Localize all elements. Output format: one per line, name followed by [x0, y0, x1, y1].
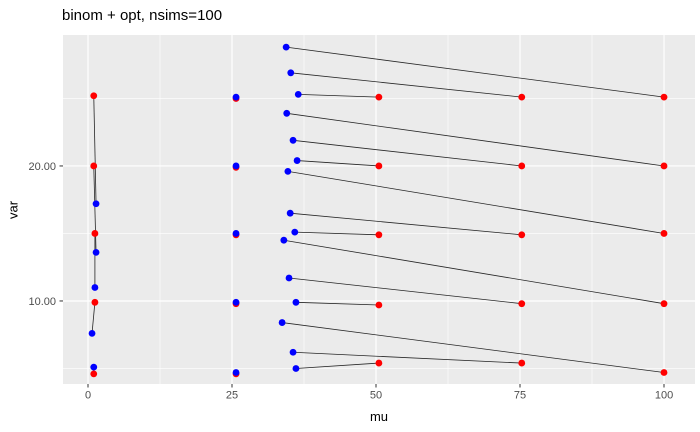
data-point-red-points — [90, 92, 98, 100]
data-point-blue-points — [292, 365, 300, 372]
data-point-blue-points — [92, 200, 100, 208]
connector-line — [290, 212, 522, 236]
data-point-red-points — [518, 359, 526, 367]
x-tick-label: 0 — [85, 390, 91, 402]
x-tick-label: 50 — [370, 390, 382, 402]
data-point-blue-points — [293, 157, 301, 164]
data-point-red-points — [660, 300, 668, 308]
data-point-blue-points — [91, 284, 99, 291]
data-point-blue-points — [289, 136, 297, 144]
data-point-red-points — [518, 231, 526, 239]
connector-line — [93, 95, 97, 204]
data-point-red-points — [660, 93, 668, 101]
data-point-red-points — [91, 298, 99, 306]
data-point-blue-points — [280, 236, 288, 244]
y-axis-title: var — [5, 200, 21, 220]
data-point-red-points — [375, 301, 383, 309]
connector-line — [295, 362, 379, 369]
data-point-blue-points — [289, 348, 297, 356]
y-tick-label: 20.00 — [28, 161, 56, 173]
data-point-red-points — [375, 231, 383, 239]
data-point-blue-points — [88, 329, 96, 337]
chart-title: binom + opt, nsims=100 — [62, 7, 223, 24]
data-point-red-points — [660, 369, 668, 376]
connector-line — [286, 46, 665, 98]
data-point-blue-points — [232, 230, 240, 237]
data-point-blue-points — [232, 93, 240, 101]
data-point-red-points — [90, 370, 98, 378]
connector-line — [282, 322, 665, 373]
connector-line — [91, 302, 96, 334]
connector-line — [287, 170, 665, 234]
x-tick-label: 25 — [226, 390, 238, 402]
connector-line — [293, 351, 522, 364]
x-tick-label: 75 — [514, 390, 526, 402]
x-axis-title: mu — [369, 409, 389, 424]
data-point-red-points — [518, 93, 526, 101]
connector-line — [290, 72, 522, 98]
connector-line — [294, 231, 379, 236]
data-point-blue-points — [294, 91, 302, 98]
connector-line — [297, 160, 379, 167]
data-point-blue-points — [284, 167, 292, 175]
data-point-blue-points — [285, 274, 293, 282]
data-point-red-points — [375, 162, 383, 170]
connector-line — [295, 301, 379, 306]
plot-panel — [63, 35, 695, 384]
x-tick-label: 100 — [655, 390, 673, 402]
data-point-blue-points — [286, 209, 294, 217]
data-point-blue-points — [292, 298, 300, 306]
connector-line — [286, 112, 665, 167]
connector-line — [93, 165, 97, 253]
connector-line — [283, 239, 665, 305]
connector-line — [288, 277, 522, 305]
data-point-red-points — [375, 359, 383, 367]
data-point-red-points — [518, 162, 526, 170]
data-point-red-points — [375, 93, 383, 101]
connector-line — [298, 94, 379, 98]
data-point-blue-points — [283, 109, 291, 117]
data-point-blue-points — [278, 319, 286, 326]
data-point-blue-points — [90, 363, 98, 371]
data-point-red-points — [90, 162, 98, 170]
data-point-red-points — [518, 300, 526, 308]
y-tick-label: 10.00 — [28, 296, 56, 308]
data-point-red-points — [660, 230, 668, 237]
data-point-red-points — [660, 162, 668, 170]
data-point-red-points — [91, 230, 99, 237]
data-point-blue-points — [232, 162, 240, 170]
data-point-blue-points — [282, 43, 290, 51]
data-point-blue-points — [232, 369, 240, 376]
data-point-blue-points — [287, 69, 295, 77]
data-point-blue-points — [291, 228, 299, 236]
data-point-blue-points — [92, 248, 100, 256]
connector-line — [293, 139, 522, 167]
data-point-blue-points — [232, 298, 240, 306]
